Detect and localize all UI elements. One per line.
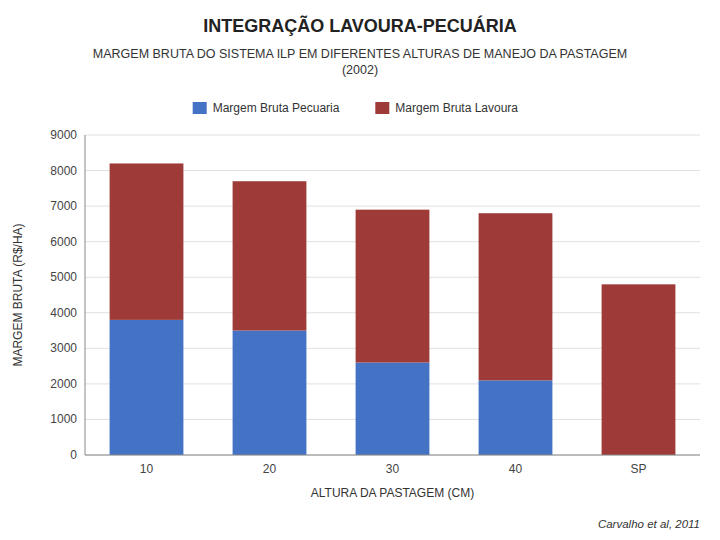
- x-tick-label: 40: [509, 462, 523, 476]
- y-axis: [85, 135, 86, 455]
- y-tick-label: 0: [70, 448, 77, 462]
- legend-label: Margem Bruta Pecuaria: [213, 101, 340, 115]
- x-axis-label: ALTURA DA PASTAGEM (CM): [311, 486, 474, 500]
- bar-segment: [233, 331, 307, 455]
- y-tick-label: 2000: [50, 377, 77, 391]
- y-tick-label: 6000: [50, 235, 77, 249]
- grid-line: [85, 135, 700, 136]
- bar-segment: [356, 363, 430, 455]
- bar-segment: [110, 320, 184, 455]
- bars: [110, 163, 676, 455]
- bar-segment: [479, 213, 553, 380]
- x-axis: [85, 455, 700, 456]
- bar-segment: [479, 380, 553, 455]
- bar-segment: [602, 284, 676, 455]
- x-tick-label: 30: [386, 462, 400, 476]
- bar-segment: [356, 210, 430, 363]
- y-tick-label: 1000: [50, 412, 77, 426]
- legend-label: Margem Bruta Lavoura: [395, 101, 518, 115]
- legend-swatch: [375, 102, 389, 114]
- legend: Margem Bruta Pecuaria Margem Bruta Lavour…: [193, 101, 519, 115]
- citation: Carvalho et al, 2011: [598, 518, 700, 530]
- legend-swatch: [193, 102, 207, 114]
- y-tick-label: 9000: [50, 128, 77, 142]
- x-tick-label: 20: [263, 462, 277, 476]
- title: INTEGRAÇÃO LAVOURA-PECUÁRIA: [203, 15, 517, 36]
- bar-segment: [110, 163, 184, 319]
- chart: INTEGRAÇÃO LAVOURA-PECUÁRIA MARGEM BRUTA …: [0, 0, 720, 540]
- y-tick-label: 4000: [50, 306, 77, 320]
- x-tick-label: 10: [140, 462, 154, 476]
- y-tick-label: 7000: [50, 199, 77, 213]
- y-tick-label: 5000: [50, 270, 77, 284]
- y-tick-label: 3000: [50, 341, 77, 355]
- grid: [85, 135, 700, 455]
- y-tick-label: 8000: [50, 164, 77, 178]
- y-axis-label: MARGEM BRUTA (R$/HA): [11, 223, 25, 366]
- bar-segment: [233, 181, 307, 330]
- grid-line: [85, 455, 700, 456]
- subtitle: MARGEM BRUTA DO SISTEMA ILP EM DIFERENTE…: [93, 47, 627, 77]
- x-tick-label: SP: [630, 462, 646, 476]
